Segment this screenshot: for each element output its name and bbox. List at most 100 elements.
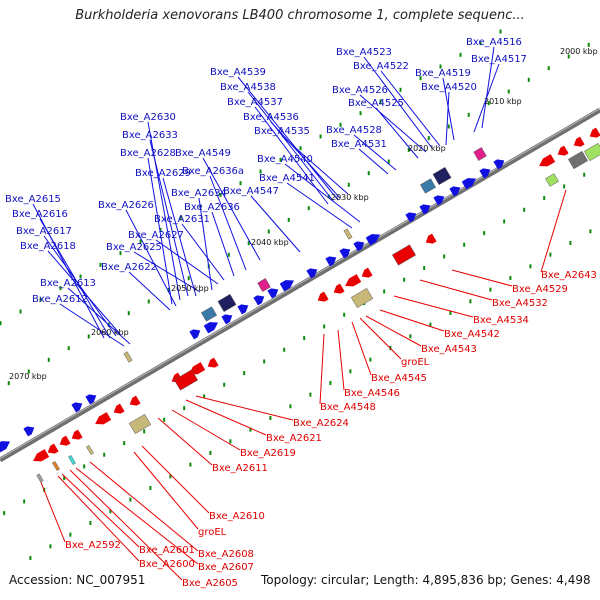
- gene-label[interactable]: Bxe_A4522: [353, 61, 409, 72]
- gene-label[interactable]: Bxe_A4549: [175, 148, 231, 159]
- leader-line: [281, 135, 349, 195]
- gene-label[interactable]: groEL: [401, 357, 430, 368]
- leader-line: [39, 479, 66, 543]
- leader-line: [211, 211, 235, 277]
- leader-line: [59, 303, 125, 347]
- forward-gene-box: [432, 166, 452, 186]
- gene-label[interactable]: Bxe_A4519: [415, 68, 471, 79]
- gene-label[interactable]: Bxe_A2619: [240, 448, 296, 459]
- forward-gene: [203, 322, 218, 334]
- tick-label: 2050 kbp: [171, 284, 209, 293]
- gene-label[interactable]: Bxe_A4547: [223, 186, 279, 197]
- gene-label[interactable]: Bxe_A4548: [320, 402, 376, 413]
- gene-label[interactable]: Bxe_A4539: [210, 67, 266, 78]
- forward-gene: [353, 241, 365, 252]
- gene-label[interactable]: Bxe_A2634: [171, 188, 227, 199]
- gene-label[interactable]: Bxe_A2633: [122, 130, 178, 141]
- gene-label[interactable]: Bxe_A2629: [135, 168, 191, 179]
- leader-line: [247, 91, 335, 203]
- gene-label[interactable]: Bxe_A2600: [139, 559, 195, 570]
- gene-label[interactable]: Bxe_A4534: [473, 315, 529, 326]
- gene-label[interactable]: Bxe_A4540: [257, 154, 313, 165]
- gene-label[interactable]: Bxe_A2625: [106, 242, 162, 253]
- gene-label[interactable]: Bxe_A2613: [40, 278, 96, 289]
- gene-label[interactable]: Bxe_A2631: [154, 214, 210, 225]
- gene-label[interactable]: Bxe_A2622: [101, 262, 157, 273]
- gene-label[interactable]: Bxe_A2616: [12, 209, 68, 220]
- gene-label[interactable]: Bxe_A2618: [20, 241, 76, 252]
- forward-gene: [306, 268, 318, 279]
- gene-label[interactable]: Bxe_A2628: [120, 148, 176, 159]
- gene-label[interactable]: groEL: [198, 527, 227, 538]
- forward-gene: [71, 402, 83, 413]
- gene-label[interactable]: Bxe_A2611: [212, 463, 268, 474]
- leader-line: [171, 409, 241, 451]
- leader-line: [380, 70, 441, 147]
- reverse-gene-box: [391, 244, 417, 266]
- gene-label[interactable]: Bxe_A2610: [209, 511, 265, 522]
- leader-line: [149, 139, 189, 297]
- leader-line: [89, 461, 199, 552]
- gene-label[interactable]: Bxe_A4546: [344, 388, 400, 399]
- leader-line: [57, 475, 140, 562]
- gene-label[interactable]: Bxe_A2624: [293, 418, 349, 429]
- leader-line: [128, 271, 171, 311]
- gene-label[interactable]: Bxe_A4531: [331, 139, 387, 150]
- leader-line: [286, 182, 353, 229]
- reverse-gene: [573, 136, 585, 147]
- gene-label[interactable]: Bxe_A2592: [65, 540, 121, 551]
- tick-label: 2060 kbp: [91, 328, 129, 337]
- leader-line: [481, 46, 495, 129]
- accession-text: Accession: NC_007951: [9, 573, 146, 587]
- gene-label[interactable]: Bxe_A4532: [492, 298, 548, 309]
- gene-label[interactable]: Bxe_A2615: [5, 194, 61, 205]
- forward-gene: [85, 394, 97, 405]
- leader-line: [359, 94, 427, 153]
- gene-label[interactable]: Bxe_A4542: [444, 329, 500, 340]
- gene-label[interactable]: Bxe_A4538: [220, 82, 276, 93]
- gene-label[interactable]: Bxe_A2636: [184, 202, 240, 213]
- gray-feature: [567, 150, 589, 170]
- gene-label[interactable]: Bxe_A4520: [421, 82, 477, 93]
- topology-text: Topology: circular; Length: 4,895,836 bp…: [261, 573, 591, 587]
- gene-label[interactable]: Bxe_A4545: [371, 373, 427, 384]
- gene-label[interactable]: Bxe_A4535: [254, 126, 310, 137]
- leader-line: [358, 148, 389, 175]
- gene-label[interactable]: Bxe_A4517: [471, 54, 527, 65]
- gene-label[interactable]: Bxe_A2605: [182, 578, 238, 589]
- leader-line: [185, 399, 267, 436]
- green-feature: [545, 173, 559, 187]
- gene-label[interactable]: Bxe_A2643: [541, 270, 597, 281]
- gene-label[interactable]: Bxe_A2601: [139, 545, 195, 556]
- leader-line: [133, 251, 201, 293]
- gene-label[interactable]: Bxe_A4525: [348, 98, 404, 109]
- gene-label[interactable]: Bxe_A2627: [128, 230, 184, 241]
- gene-label[interactable]: Bxe_A2630: [120, 112, 176, 123]
- gene-label[interactable]: Bxe_A4543: [421, 344, 477, 355]
- forward-gene: [449, 186, 461, 197]
- tick-labels: 2000 kbp 2010 kbp 2020 kbp 2030 kbp 2040 kbp…: [9, 47, 598, 381]
- gene-label[interactable]: Bxe_A4537: [227, 97, 283, 108]
- gene-label[interactable]: Bxe_A2612: [32, 294, 88, 305]
- gene-label[interactable]: Bxe_A4528: [326, 125, 382, 136]
- gene-label[interactable]: Bxe_A2607: [198, 562, 254, 573]
- gene-label[interactable]: Bxe_A4541: [259, 173, 315, 184]
- gene-label[interactable]: Bxe_A4536: [243, 112, 299, 123]
- reverse-gene: [113, 403, 125, 414]
- gene-label[interactable]: Bxe_A2617: [16, 226, 72, 237]
- rna-feature: [343, 228, 353, 240]
- gene-label[interactable]: Bxe_A2626: [98, 200, 154, 211]
- rna-feature: [123, 351, 133, 363]
- gene-label[interactable]: Bxe_A4516: [466, 37, 522, 48]
- gene-label[interactable]: Bxe_A4529: [512, 284, 568, 295]
- gene-label[interactable]: Bxe_A2621: [266, 433, 322, 444]
- gene-label[interactable]: Bxe_A2636a: [182, 166, 244, 177]
- gene-label[interactable]: Bxe_A2608: [198, 549, 254, 560]
- leader-line: [209, 175, 247, 271]
- rna-feature: [86, 445, 94, 455]
- leader-line: [195, 395, 294, 421]
- gene-label[interactable]: Bxe_A4523: [336, 47, 392, 58]
- gray-feature: [36, 473, 44, 483]
- gene-label[interactable]: Bxe_A4526: [332, 85, 388, 96]
